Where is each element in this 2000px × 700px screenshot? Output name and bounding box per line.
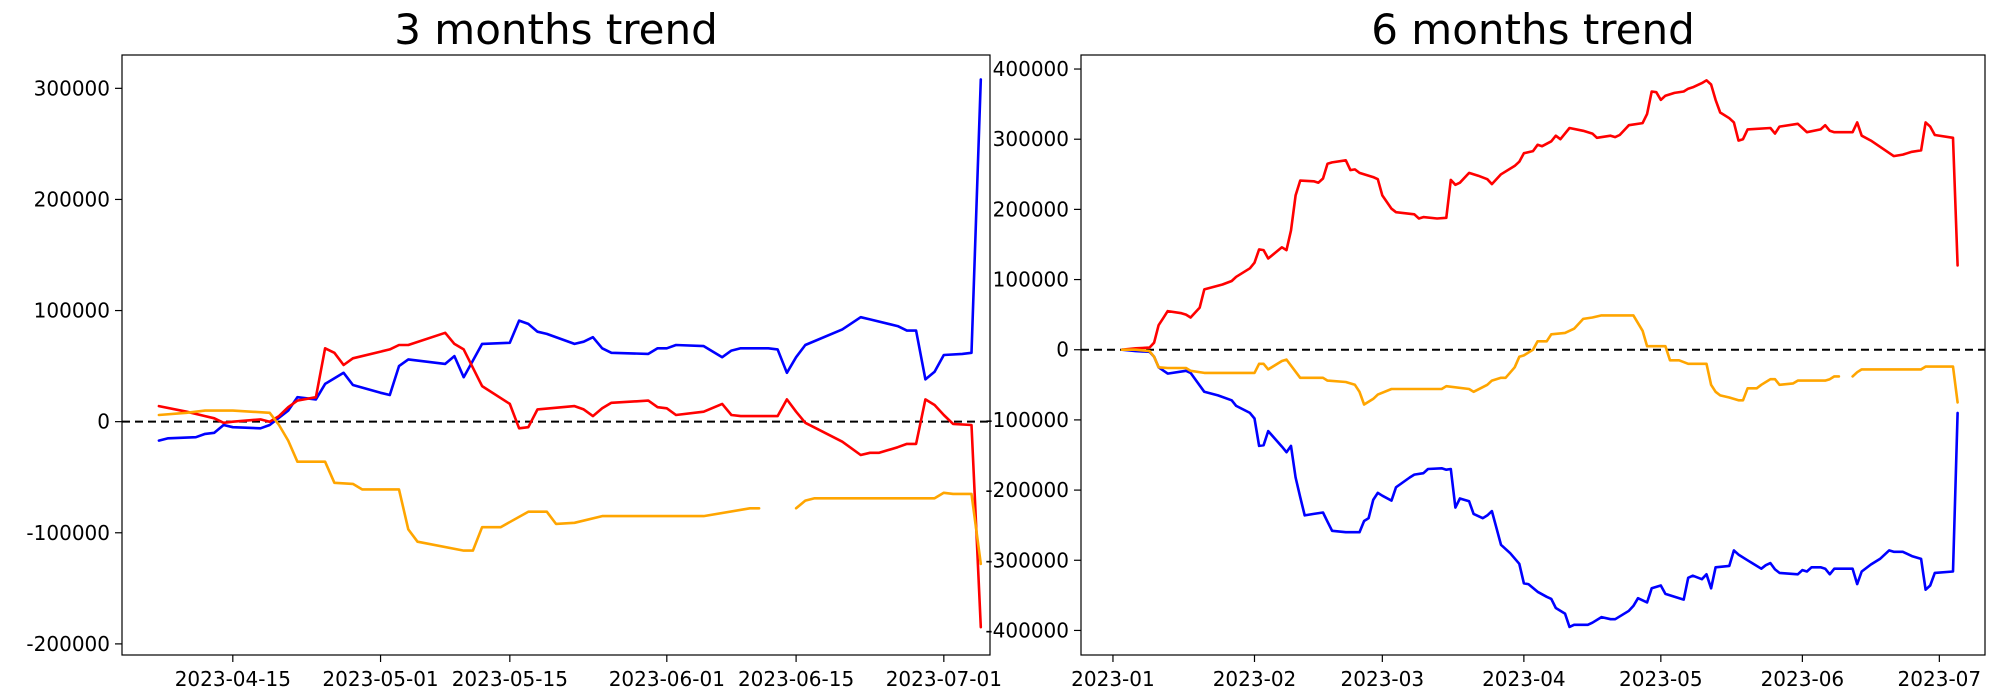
y-tick-label: -300000 [985, 548, 1069, 572]
y-tick-label: 400000 [993, 57, 1069, 81]
series-group [157, 78, 983, 629]
y-tick-label: -400000 [985, 618, 1069, 642]
y-tick-label: 200000 [34, 187, 110, 211]
series-line-3-segment-1 [1120, 314, 1841, 406]
chart-title: 6 months trend [1371, 5, 1695, 54]
x-tick-label: 2023-06-01 [609, 667, 725, 691]
x-tick-label: 2023-05-01 [322, 667, 438, 691]
y-tick-label: -100000 [985, 408, 1069, 432]
x-tick-label: 2023-02 [1213, 667, 1297, 691]
y-tick-label: 200000 [993, 197, 1069, 221]
x-tick-label: 2023-01 [1071, 667, 1155, 691]
y-tick-label: -200000 [26, 632, 110, 656]
y-tick-label: 0 [97, 410, 110, 434]
series-group [1120, 79, 1959, 629]
y-tick-label: -100000 [26, 521, 110, 545]
plot-frame [121, 54, 991, 656]
y-tick-label: 100000 [34, 299, 110, 323]
x-tick-label: 2023-03 [1341, 667, 1425, 691]
x-tick-label: 2023-05 [1619, 667, 1703, 691]
y-tick-label: 300000 [993, 127, 1069, 151]
series-line-2 [1120, 348, 1959, 629]
x-tick-label: 2023-07 [1898, 667, 1982, 691]
x-tick-label: 2023-06 [1761, 667, 1845, 691]
series-line-3-segment-2 [1851, 365, 1959, 404]
y-tick-label: 100000 [993, 268, 1069, 292]
x-tick-label: 2023-06-15 [738, 667, 854, 691]
x-tick-label: 2023-05-15 [452, 667, 568, 691]
series-line-1 [1120, 79, 1959, 352]
chart-panel-2: 6 months trend -400000 -300000 -200000 -1000… [985, 5, 1986, 691]
x-tick-label: 2023-04 [1482, 667, 1566, 691]
series-line-3-segment-1 [157, 409, 761, 552]
plot-frame [1080, 54, 1986, 656]
y-tick-label: -200000 [985, 478, 1069, 502]
y-tick-label: 300000 [34, 76, 110, 100]
x-tick-label: 2023-04-15 [175, 667, 291, 691]
y-tick-label: 0 [1056, 338, 1069, 362]
series-line-1 [157, 78, 983, 442]
chart-title: 3 months trend [394, 5, 718, 54]
series-line-2 [157, 331, 983, 629]
x-tick-label: 2023-07-01 [886, 667, 1002, 691]
chart-panel-1: 3 months trend -200000 -100000 0 100000 20000… [26, 5, 1002, 691]
series-line-3-segment-2 [794, 491, 983, 566]
